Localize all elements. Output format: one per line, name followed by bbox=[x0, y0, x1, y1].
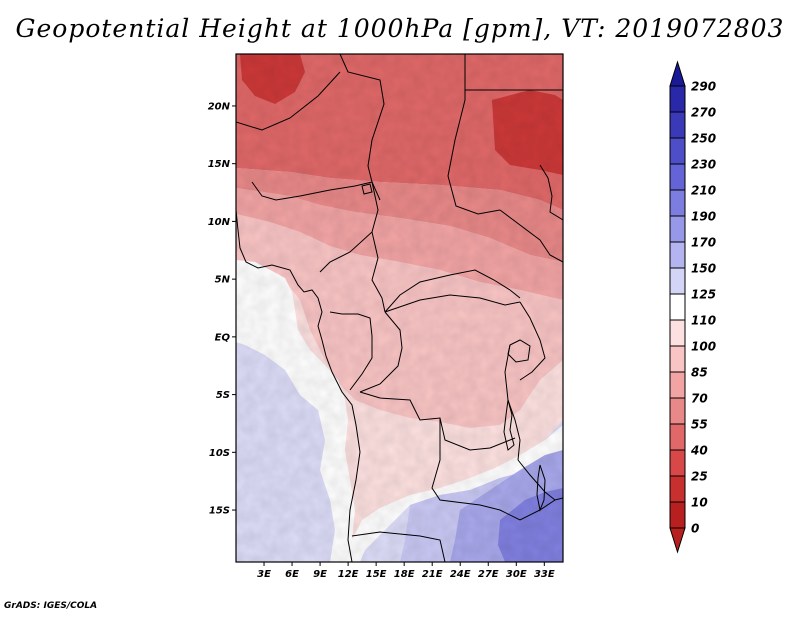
colorbar: 2902702502302101901701501251101008570554… bbox=[669, 60, 716, 554]
colorbar-label: 290 bbox=[691, 80, 716, 94]
lon-tick-label: 30E bbox=[506, 569, 527, 580]
map-frame bbox=[235, 53, 564, 563]
colorbar-label: 270 bbox=[691, 106, 716, 120]
lon-tick-label: 3E bbox=[257, 569, 271, 580]
lon-tick-label: 24E bbox=[450, 569, 471, 580]
colorbar-bottom-arrow bbox=[669, 527, 686, 554]
lon-tick-label: 9E bbox=[313, 569, 327, 580]
lat-tick-label: 5S bbox=[216, 390, 230, 401]
lat-tick-label: 10N bbox=[208, 217, 231, 228]
colorbar-label: 85 bbox=[691, 366, 708, 380]
colorbar-label: 150 bbox=[691, 262, 716, 276]
colorbar-swatch bbox=[669, 345, 686, 373]
colorbar-label: 250 bbox=[691, 132, 716, 146]
lat-tick-label: 5N bbox=[215, 275, 231, 286]
colorbar-swatch bbox=[669, 475, 686, 503]
colorbar-label: 100 bbox=[691, 340, 716, 354]
lon-tick-label: 6E bbox=[285, 569, 299, 580]
colorbar-swatch bbox=[669, 137, 686, 165]
lat-tick-label: EQ bbox=[215, 332, 231, 343]
lake-malawi bbox=[536, 464, 546, 512]
colorbar-label: 70 bbox=[691, 392, 708, 406]
latitude-axis: 20N 15N 10N 5N EQ 5S 10S 15S bbox=[208, 101, 236, 517]
border-gabon-congo bbox=[329, 311, 373, 391]
coastline-west-africa bbox=[236, 209, 361, 562]
grads-credit: GrADS: IGES/COLA bbox=[4, 601, 98, 611]
border-cameroon-car bbox=[371, 231, 386, 313]
border-nigeria-cameroon bbox=[319, 181, 379, 273]
map-title: Geopotential Height at 1000hPa [gpm], VT… bbox=[15, 14, 785, 43]
border-algeria-mali bbox=[236, 71, 341, 131]
lat-tick-label: 10S bbox=[209, 448, 230, 459]
border-car-drc bbox=[384, 294, 521, 313]
colorbar-swatch bbox=[669, 397, 686, 425]
lon-tick-label: 27E bbox=[478, 569, 499, 580]
lon-tick-label: 12E bbox=[338, 569, 359, 580]
colorbar-swatch bbox=[669, 319, 686, 347]
colorbar-swatch bbox=[669, 267, 686, 295]
border-drc-tanzania bbox=[504, 344, 521, 461]
colorbar-label: 190 bbox=[691, 210, 716, 224]
colorbar-label: 55 bbox=[691, 418, 708, 432]
colorbar-label: 40 bbox=[690, 444, 708, 458]
colorbar-label: 0 bbox=[691, 522, 699, 536]
border-zambia-zimbabwe bbox=[479, 499, 556, 521]
border-tanzania-mozambique bbox=[517, 459, 563, 501]
longitude-axis: 3E 6E 9E 12E 15E 18E 21E 24E 27E 30E 33E bbox=[257, 562, 555, 580]
colorbar-label: 125 bbox=[691, 288, 716, 302]
geopotential-field bbox=[236, 54, 563, 562]
border-nigeria bbox=[251, 181, 373, 201]
border-sudan-east bbox=[539, 164, 563, 221]
border-chad-sudan bbox=[447, 54, 501, 215]
colorbar-swatch bbox=[669, 189, 686, 217]
border-namibia bbox=[351, 531, 446, 562]
colorbar-swatch bbox=[669, 85, 686, 113]
lon-tick-label: 18E bbox=[394, 569, 415, 580]
border-car-sudan bbox=[384, 269, 521, 313]
border-south-sudan-ethiopia bbox=[499, 209, 563, 263]
lat-tick-label: 15N bbox=[208, 159, 231, 170]
border-angola-zambia bbox=[431, 418, 481, 506]
border-niger-chad bbox=[339, 54, 385, 201]
colorbar-swatch bbox=[669, 423, 686, 451]
colorbar-swatch bbox=[669, 449, 686, 477]
colorbar-swatch bbox=[669, 111, 686, 139]
colorbar-swatch bbox=[669, 293, 686, 321]
colorbar-label: 110 bbox=[691, 314, 716, 328]
lat-tick-label: 20N bbox=[208, 101, 231, 112]
lon-tick-label: 15E bbox=[366, 569, 387, 580]
lon-tick-label: 33E bbox=[534, 569, 555, 580]
lake-victoria bbox=[507, 339, 531, 363]
colorbar-label: 170 bbox=[691, 236, 716, 250]
colorbar-swatch bbox=[669, 501, 686, 529]
country-borders bbox=[236, 54, 563, 562]
colorbar-label: 25 bbox=[691, 470, 708, 484]
colorbar-label: 230 bbox=[691, 158, 716, 172]
colorbar-swatch bbox=[669, 371, 686, 399]
colorbar-swatch bbox=[669, 241, 686, 269]
lon-tick-label: 21E bbox=[422, 569, 443, 580]
colorbar-swatch bbox=[669, 215, 686, 243]
colorbar-swatch bbox=[669, 163, 686, 191]
lake-chad bbox=[361, 183, 373, 195]
border-congo-drc bbox=[359, 311, 403, 393]
colorbar-label: 10 bbox=[691, 496, 708, 510]
lake-tanganyika bbox=[503, 399, 515, 451]
colorbar-label: 210 bbox=[691, 184, 716, 198]
lat-tick-label: 15S bbox=[209, 506, 230, 517]
border-uganda-kenya bbox=[519, 301, 546, 381]
colorbar-top-arrow bbox=[669, 60, 686, 87]
